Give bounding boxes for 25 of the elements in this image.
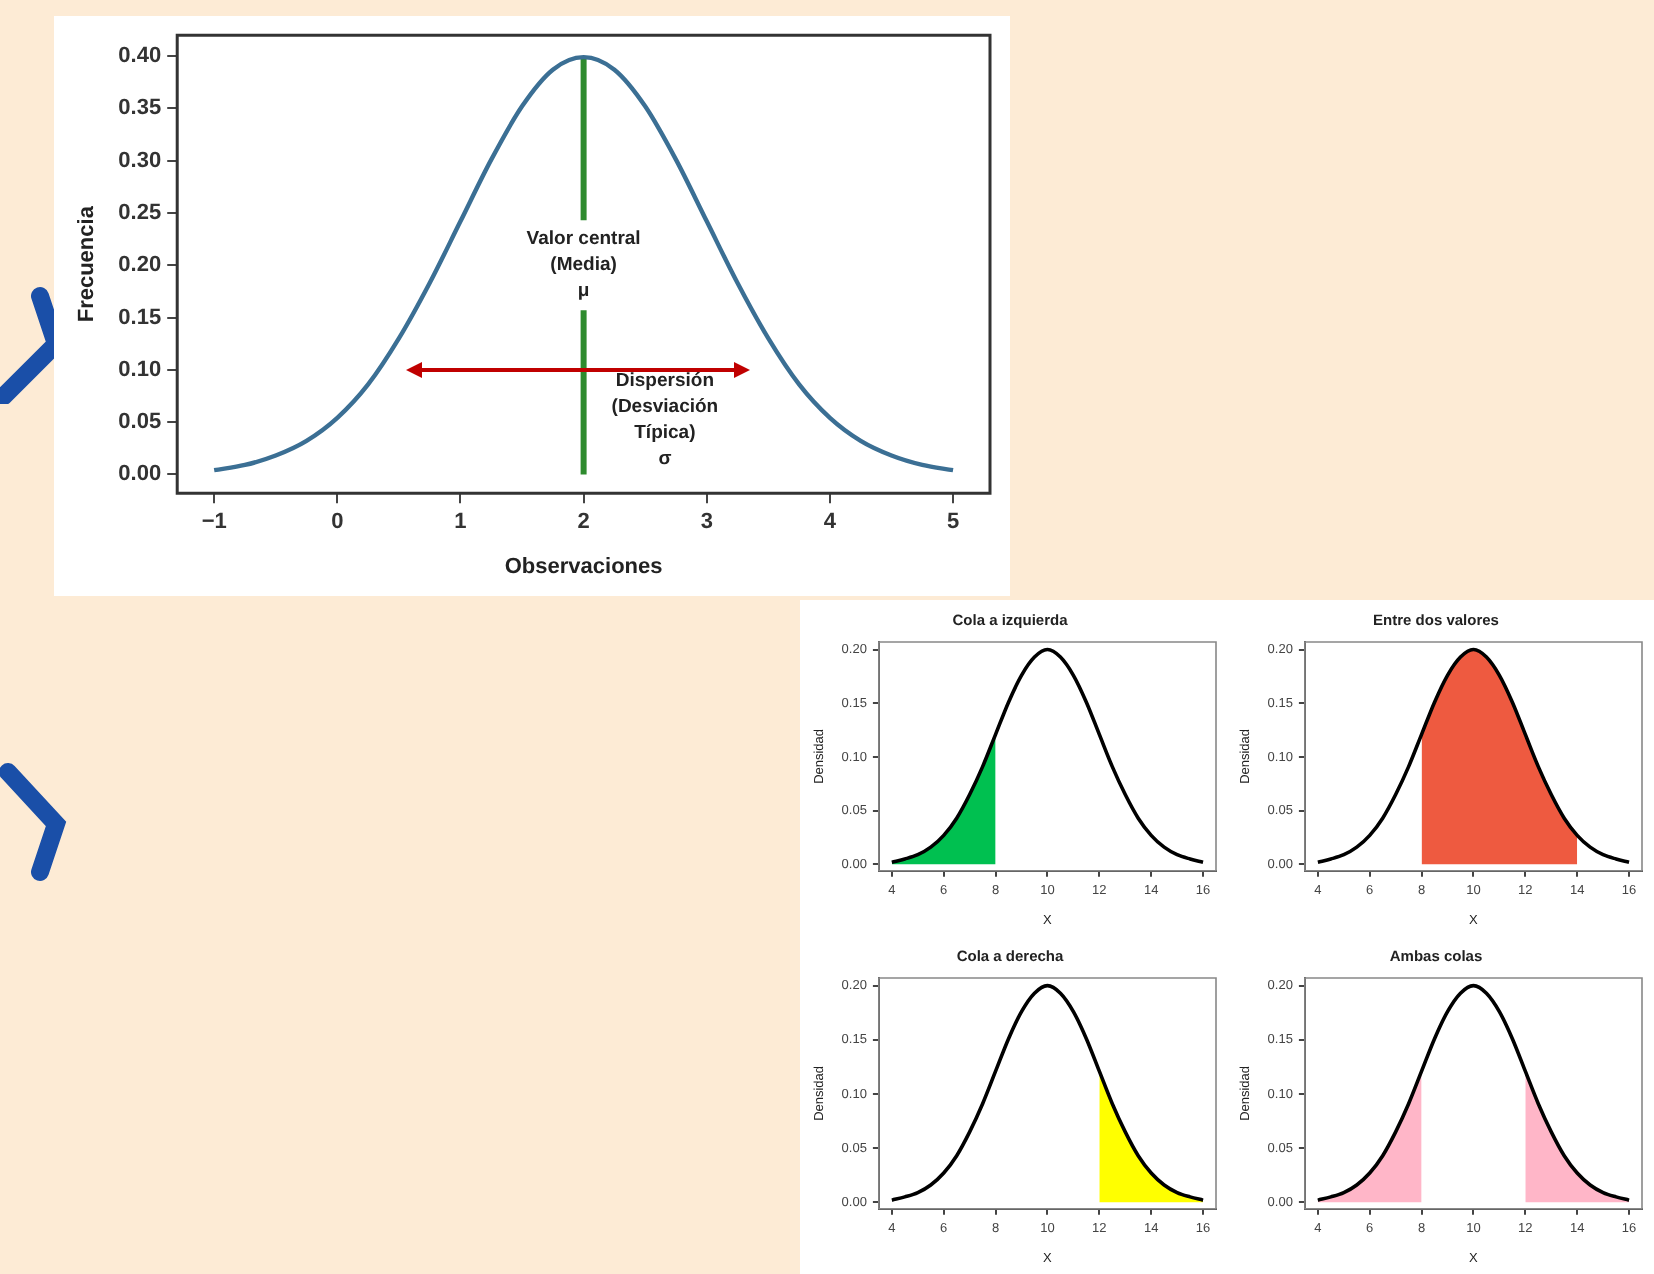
- line-series: [890, 983, 1205, 1202]
- line-series: [211, 54, 956, 473]
- line-series: [1316, 647, 1631, 865]
- x-axis-title: Observaciones: [504, 554, 663, 579]
- x-tick-label: 2: [577, 510, 590, 535]
- line-series: [890, 647, 1205, 865]
- y-tick-label: 0.25: [118, 201, 162, 226]
- y-tick-label: 0.00: [118, 462, 162, 487]
- annotation: Dispersión (Desviación Típica) σ: [611, 370, 719, 471]
- line-series: [1316, 983, 1631, 1202]
- y-tick-label: 0.40: [118, 44, 162, 69]
- annotation: Valor central (Media) μ: [526, 228, 641, 303]
- x-tick-label: 5: [946, 510, 960, 535]
- y-axis-title: Frecuencia: [75, 204, 100, 323]
- x-tick-label: 4: [823, 510, 838, 535]
- x-tick-label: 0: [331, 510, 344, 535]
- x-tick-label: 3: [700, 510, 713, 535]
- y-tick-label: 0.15: [118, 305, 162, 330]
- y-tick-label: 0.35: [118, 96, 162, 121]
- y-tick-label: 0.05: [118, 410, 162, 435]
- y-tick-label: 0.10: [118, 357, 162, 382]
- x-tick-label: −1: [201, 510, 227, 535]
- x-tick-label: 1: [454, 510, 467, 535]
- y-tick-label: 0.30: [118, 148, 162, 173]
- y-tick-label: 0.20: [118, 253, 162, 278]
